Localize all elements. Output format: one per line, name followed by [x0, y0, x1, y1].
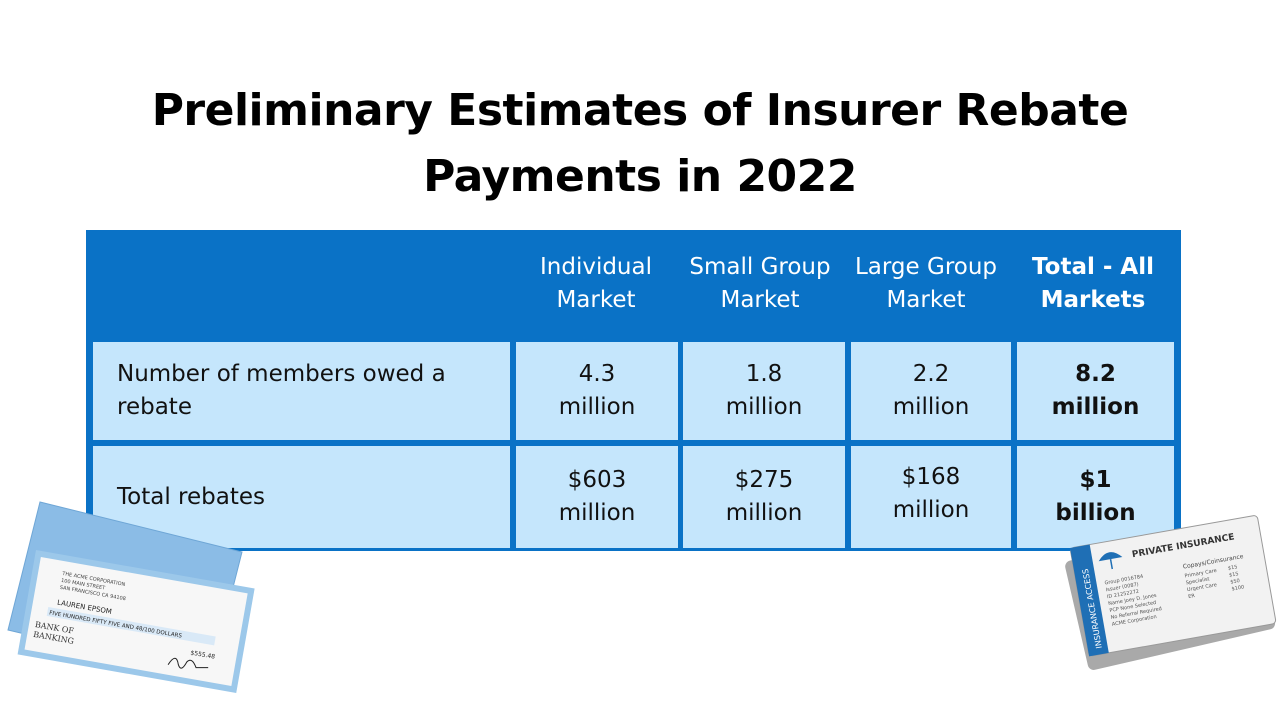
copay-value-4: $100 [1231, 584, 1245, 592]
cell-rebates-total: $1 billion [1017, 446, 1174, 548]
cell-members-large-group: 2.2 million [851, 342, 1011, 440]
header-total-all-markets: Total - All Markets [1032, 254, 1154, 313]
rebate-table: Individual Market Small Group Market Large… [86, 230, 1181, 551]
row-label-total-rebates: Total rebates [93, 446, 510, 548]
cell-rebates-small-group: $275 million [683, 446, 845, 548]
card-info-3: ID 21252272 [1107, 589, 1140, 601]
card-info-2: Issuer (0087) [1105, 582, 1139, 594]
title-line-1: Preliminary Estimates of Insurer Rebate [151, 85, 1129, 136]
check-amount: $555.48 [190, 649, 216, 660]
header-large-group-market: Large Group Market [854, 254, 998, 313]
signature-icon [167, 657, 209, 669]
cell-rebates-individual: $603 million [516, 446, 678, 548]
copay-label-3: Urgent Care [1187, 582, 1218, 593]
cell-members-total: 8.2 million [1017, 342, 1174, 440]
copay-value-3: $50 [1230, 578, 1240, 586]
row-label-members: Number of members owed a rebate [93, 342, 510, 440]
copay-value-2: $15 [1229, 571, 1239, 579]
title-line-2: Payments in 2022 [423, 151, 857, 202]
copay-value-1: $15 [1228, 564, 1238, 572]
header-small-group-market: Small Group Market [689, 254, 831, 313]
insurance-card-illustration: INSURANCE ACCESS PRIVATE INSURANCE Group… [1065, 515, 1277, 670]
check-illustration: THE ACME CORPORATION 100 MAIN STREET SAN… [7, 501, 255, 693]
page-title: Preliminary Estimates of Insurer Rebate … [0, 78, 1280, 210]
cell-members-small-group: 1.8 million [683, 342, 845, 440]
copay-label-1: Primary Care [1184, 568, 1217, 580]
umbrella-icon [1098, 552, 1123, 562]
card-stripe [1070, 544, 1109, 657]
header-individual-market: Individual Market [539, 254, 652, 313]
copay-label-4: ER [1188, 593, 1196, 600]
cell-rebates-large-group: $168 million [851, 446, 1011, 548]
copay-label-2: Specialist [1185, 576, 1210, 586]
cell-members-individual: 4.3 million [516, 342, 678, 440]
